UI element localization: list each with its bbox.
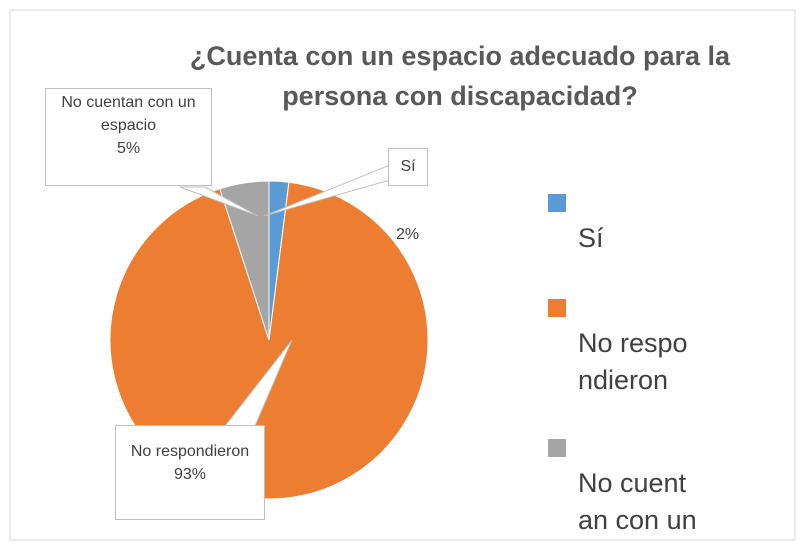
legend-label: No cuentan con un espacio xyxy=(578,468,697,535)
legend-label: Sí xyxy=(578,223,604,253)
data-label: Sí xyxy=(388,148,428,186)
label-category: Sí xyxy=(400,158,416,175)
legend-item: No cuentan con un espacio xyxy=(548,437,698,537)
pie-slice xyxy=(219,180,270,341)
legend-item: Sí xyxy=(548,192,698,257)
pie-slice xyxy=(109,181,429,500)
label-category: No respondieron xyxy=(130,443,250,460)
data-label: No respondieron 93% xyxy=(115,425,265,520)
callout-pointer xyxy=(179,186,259,217)
legend-swatch xyxy=(548,299,566,317)
chart-title: ¿Cuenta con un espacio adecuado para la … xyxy=(189,41,731,111)
legend-item: No respondieron xyxy=(548,297,698,399)
legend-label: No respondieron xyxy=(578,328,688,395)
pie xyxy=(109,180,429,500)
legend-swatch xyxy=(548,439,566,457)
label-value: 5% xyxy=(116,140,141,157)
legend: Sí No respondieron No cuentan con un espac… xyxy=(548,192,698,537)
legend-swatch xyxy=(548,194,566,212)
data-label: No cuentan con un espacio 5% xyxy=(45,88,212,186)
label-value: 2% xyxy=(396,226,420,243)
label-value: 93% xyxy=(173,466,207,483)
label-category: No cuentan con un espacio xyxy=(61,94,196,134)
